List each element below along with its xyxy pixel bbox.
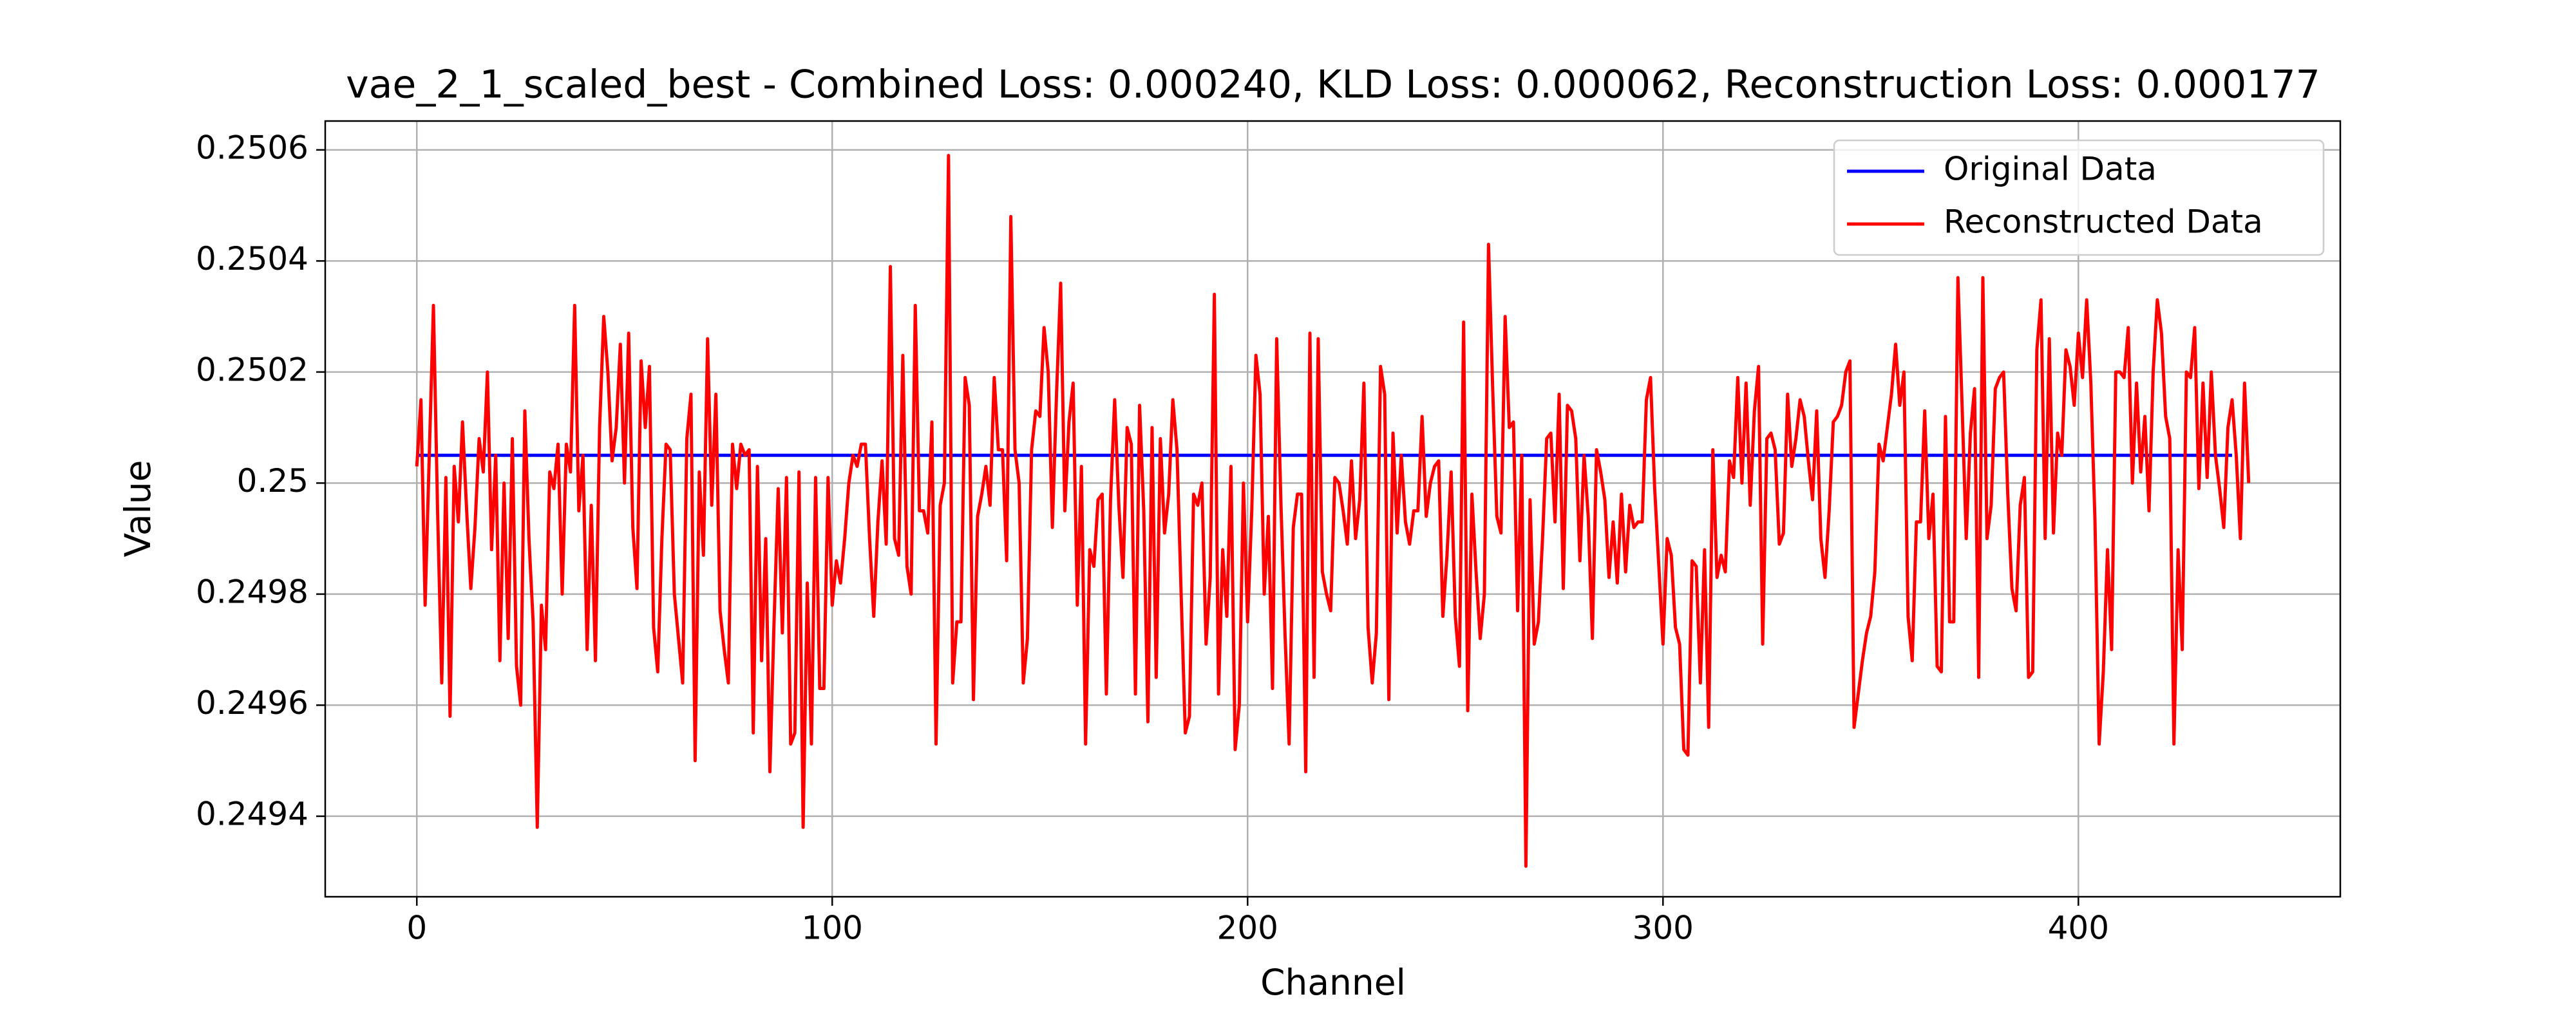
x-tick-label: 200 — [1217, 910, 1278, 947]
y-tick-label: 0.2506 — [196, 129, 308, 166]
x-tick-label: 0 — [406, 910, 427, 947]
y-tick-label: 0.2494 — [196, 795, 308, 832]
x-tick-label: 400 — [2048, 910, 2109, 947]
y-tick-label: 0.25 — [237, 462, 308, 500]
y-tick-label: 0.2498 — [196, 573, 308, 610]
legend: Original Data Reconstructed Data — [1833, 139, 2325, 256]
chart-title: vae_2_1_scaled_best - Combined Loss: 0.0… — [346, 62, 2320, 108]
data-line — [415, 153, 2251, 868]
y-tick-label: 0.2504 — [196, 240, 308, 277]
y-tick-label: 0.2502 — [196, 351, 308, 388]
legend-box — [1833, 139, 2325, 256]
plot-frame — [324, 120, 2342, 898]
x-axis-label: Channel — [1260, 962, 1406, 1003]
legend-label: Reconstructed Data — [1944, 203, 2263, 241]
x-tick-label: 100 — [802, 910, 863, 947]
y-tick-label: 0.2496 — [196, 684, 308, 722]
y-axis-label: Value — [117, 460, 158, 557]
legend-label: Original Data — [1944, 151, 2157, 188]
x-tick-label: 300 — [1633, 910, 1694, 947]
